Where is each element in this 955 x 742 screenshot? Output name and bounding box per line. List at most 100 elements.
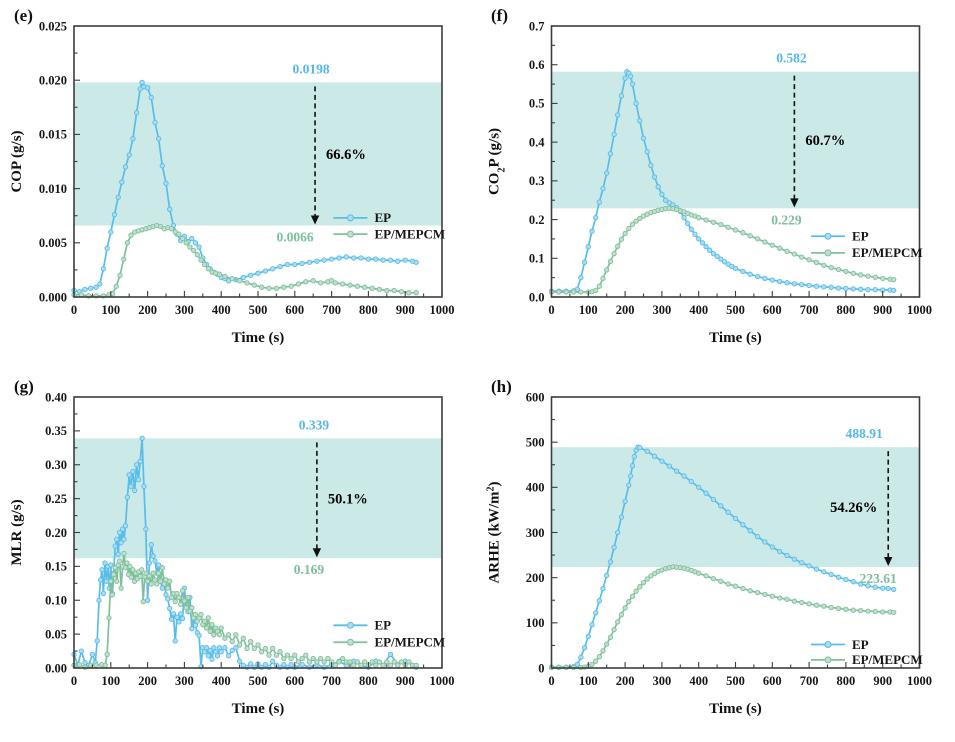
axis-ticks — [550, 396, 921, 669]
svg-text:100: 100 — [101, 674, 120, 688]
reduction-percent: 54.26% — [830, 500, 877, 516]
chart-h-arhe: 0 100 200 300 400 500 600 700 800 900 1000 0 100 200 3… — [485, 390, 932, 717]
axis-titles: Time (s) COP (g/s) — [9, 130, 284, 346]
series-ep — [548, 444, 897, 670]
svg-text:800: 800 — [837, 303, 856, 317]
legend-item-ep-mepcm: EP/MEPCM — [333, 635, 445, 650]
svg-text:300: 300 — [653, 303, 672, 317]
reduction-annotation: 0.339 0.169 50.1% — [294, 417, 368, 577]
svg-text:300: 300 — [175, 303, 194, 317]
svg-text:400: 400 — [212, 674, 231, 688]
svg-text:0: 0 — [71, 674, 77, 688]
svg-text:0.4: 0.4 — [529, 135, 545, 149]
svg-text:Time (s): Time (s) — [709, 330, 762, 346]
legend-marker-icon — [346, 638, 354, 646]
svg-text:Time (s): Time (s) — [232, 701, 285, 717]
svg-text:EP/MEPCM: EP/MEPCM — [374, 635, 445, 650]
svg-text:0.015: 0.015 — [39, 128, 67, 142]
legend-item-ep: EP — [333, 210, 391, 225]
svg-text:EP/MEPCM: EP/MEPCM — [374, 226, 445, 241]
legend-item-ep-mepcm: EP/MEPCM — [810, 652, 923, 667]
svg-text:0: 0 — [548, 674, 554, 688]
svg-text:300: 300 — [653, 674, 672, 688]
svg-text:900: 900 — [873, 303, 892, 317]
svg-text:0.025: 0.025 — [39, 19, 67, 33]
tick-labels: 0 100 200 300 400 500 600 700 800 900 1000 0.000 0.0… — [39, 19, 455, 317]
tick-labels: 0 100 200 300 400 500 600 700 800 900 1000 0 100 200 3… — [526, 390, 932, 688]
svg-text:900: 900 — [396, 303, 415, 317]
svg-text:700: 700 — [322, 303, 341, 317]
chart-e-cop: 0 100 200 300 400 500 600 700 800 900 1000 0.000 0.0… — [9, 19, 455, 346]
svg-text:600: 600 — [763, 674, 782, 688]
svg-text:ARHE (kW/m2): ARHE (kW/m2) — [485, 481, 503, 583]
legend-marker-icon — [824, 232, 832, 240]
peak-value-ep: 488.91 — [846, 426, 883, 441]
axis-ticks — [73, 25, 443, 298]
peak-value-ep: 0.0198 — [292, 61, 329, 76]
svg-text:MLR (g/s): MLR (g/s) — [9, 499, 25, 565]
svg-text:0.005: 0.005 — [39, 236, 67, 250]
chart-f-co2p: 0 100 200 300 400 500 600 700 800 900 1000 0.0 0.1 0.… — [487, 19, 933, 346]
legend-marker-icon — [346, 230, 354, 238]
svg-text:0.000: 0.000 — [39, 290, 67, 304]
svg-text:1000: 1000 — [907, 303, 932, 317]
svg-text:700: 700 — [800, 303, 819, 317]
panel-letter-g: (g) — [14, 377, 34, 396]
svg-text:0.00: 0.00 — [45, 661, 67, 675]
panel-letter-h: (h) — [491, 377, 512, 396]
svg-text:400: 400 — [212, 303, 231, 317]
series-ep-mepcm — [71, 222, 419, 299]
reduction-annotation: 0.582 0.229 60.7% — [771, 51, 845, 228]
panel-h-arhe: (h) 0 100 200 300 400 500 600 700 800 900 1000 0 100… — [477, 371, 955, 742]
svg-text:300: 300 — [526, 526, 545, 540]
svg-text:100: 100 — [579, 303, 598, 317]
axis-titles: Time (s) ARHE (kW/m2) — [485, 481, 762, 717]
peak-value-mepcm: 0.169 — [294, 562, 325, 577]
arrowhead-icon — [790, 198, 799, 208]
svg-text:0: 0 — [538, 661, 544, 675]
reduction-annotation: 0.0198 0.0066 66.6% — [276, 61, 365, 244]
svg-text:0.2: 0.2 — [529, 213, 545, 227]
legend-item-ep-mepcm: EP/MEPCM — [810, 245, 923, 260]
series-ep-mepcm — [548, 205, 897, 295]
legend-item-ep-mepcm: EP/MEPCM — [333, 226, 445, 241]
arrowhead-icon — [884, 557, 893, 567]
svg-text:200: 200 — [616, 674, 635, 688]
peak-value-mepcm: 223.61 — [860, 571, 897, 586]
reduction-band — [74, 438, 442, 559]
legend-marker-icon — [346, 214, 354, 222]
panel-e-cop: (e) 0 100 200 300 400 500 600 700 800 900 1000 0.00… — [0, 0, 477, 371]
svg-text:900: 900 — [396, 674, 415, 688]
svg-text:0.7: 0.7 — [529, 19, 545, 33]
peak-value-ep: 0.339 — [299, 417, 330, 432]
legend-item-ep: EP — [810, 637, 869, 652]
reduction-percent: 66.6% — [326, 147, 366, 163]
svg-text:700: 700 — [800, 674, 819, 688]
svg-text:EP: EP — [374, 618, 391, 633]
axis-ticks — [550, 25, 921, 298]
svg-text:CO2P (g/s): CO2P (g/s) — [487, 128, 508, 195]
panel-letter-e: (e) — [14, 6, 33, 25]
svg-text:Time (s): Time (s) — [709, 701, 762, 717]
svg-text:EP: EP — [852, 637, 869, 652]
axis-titles: Time (s) CO2P (g/s) — [487, 128, 762, 346]
svg-text:0.05: 0.05 — [45, 627, 67, 641]
legend-marker-icon — [824, 249, 832, 257]
svg-text:500: 500 — [249, 303, 268, 317]
peak-value-mepcm: 0.229 — [771, 212, 802, 227]
svg-text:300: 300 — [175, 674, 194, 688]
legend: EP EP/MEPCM — [333, 618, 445, 650]
panel-letter-f: (f) — [491, 6, 508, 25]
tick-labels: 0 100 200 300 400 500 600 700 800 900 1000 0.00 0.05… — [45, 390, 454, 688]
svg-text:0.3: 0.3 — [529, 174, 545, 188]
svg-text:1000: 1000 — [430, 303, 455, 317]
svg-text:400: 400 — [689, 303, 708, 317]
svg-text:600: 600 — [285, 674, 304, 688]
peak-value-ep: 0.582 — [776, 51, 807, 66]
svg-text:EP: EP — [852, 229, 869, 244]
reduction-band — [551, 71, 920, 209]
svg-text:200: 200 — [526, 571, 545, 585]
svg-text:1000: 1000 — [430, 674, 455, 688]
